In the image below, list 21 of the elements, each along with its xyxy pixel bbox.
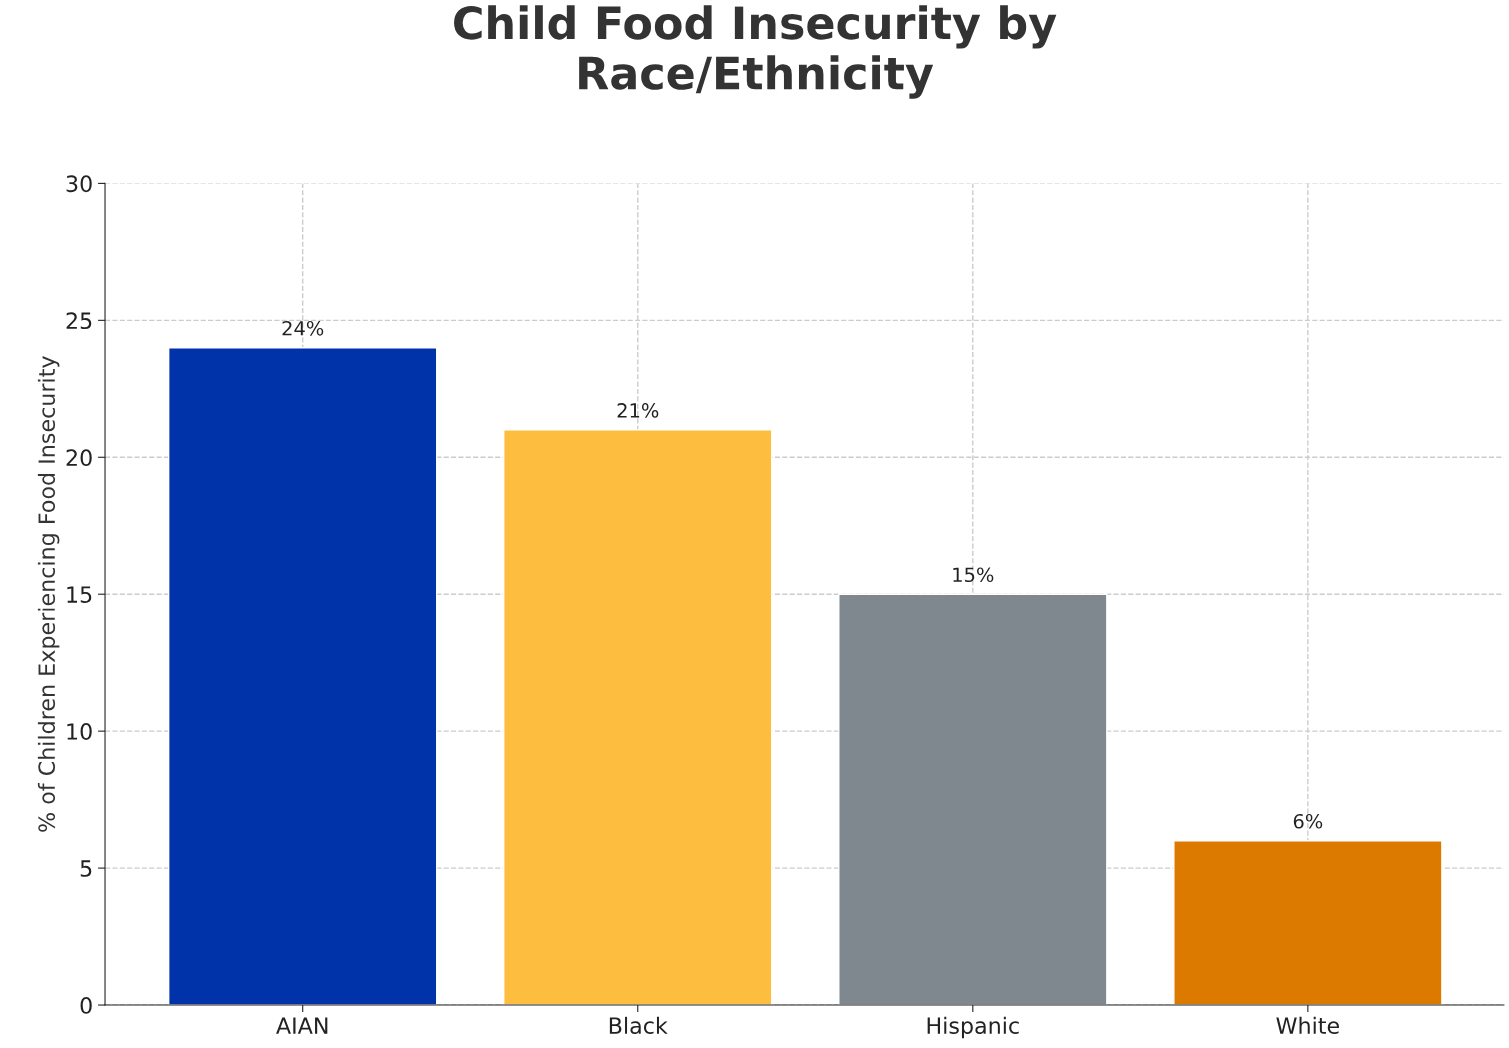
x-tick-label: Hispanic — [927, 1016, 1019, 1039]
data-label: 6% — [1293, 813, 1323, 829]
data-label: 15% — [953, 567, 994, 583]
y-tick-label: 5 — [80, 860, 92, 877]
bar — [838, 593, 1108, 1006]
data-label: 24% — [282, 320, 324, 336]
x-tick-label: AIAN — [276, 1017, 328, 1034]
y-axis-title: % of Children Experiencing Food Insecurity — [37, 356, 60, 832]
bar — [1173, 840, 1443, 1006]
y-tick-label: 20 — [66, 449, 92, 467]
y-tick-label: 15 — [67, 586, 92, 603]
x-tick-label: White — [1276, 1016, 1339, 1035]
y-tick-label: 30 — [66, 175, 92, 193]
x-tick-label: Black — [609, 1016, 668, 1035]
chart-title: Child Food Insecurity by Race/Ethnicity — [454, 5, 1057, 99]
y-tick-label: 0 — [80, 996, 92, 1014]
y-tick-label: 10 — [67, 723, 92, 740]
bar — [167, 347, 438, 1006]
y-tick-label: 25 — [66, 312, 92, 330]
data-label: 21% — [617, 403, 659, 418]
bar — [503, 429, 773, 1006]
